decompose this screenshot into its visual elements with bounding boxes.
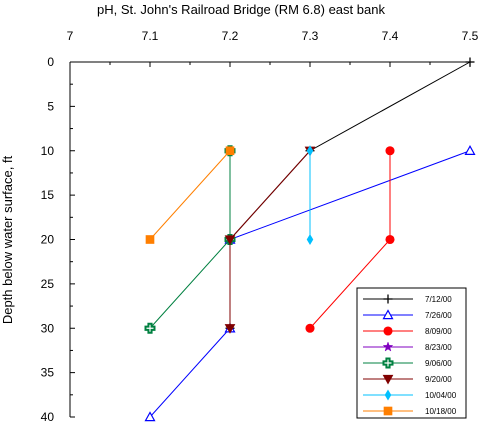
marker-cross [144,322,156,334]
marker-triangle [144,411,156,422]
y-tick-label: 5 [47,99,54,113]
y-tick-label: 20 [41,233,55,247]
x-tick-label: 7 [67,29,74,43]
legend-item: 9/06/00 [363,357,452,369]
marker-triangle [382,309,394,320]
y-tick-label: 40 [41,410,55,424]
legend-label: 9/06/00 [425,359,452,368]
series-line [149,150,231,240]
legend-item: 7/12/00 [363,294,452,304]
x-tick-label: 7.5 [462,29,479,43]
legend-item: 8/09/00 [363,326,452,336]
legend-item: 8/23/00 [363,341,452,352]
series-line [149,150,231,329]
marker-triangle-down [224,235,236,246]
y-tick-label: 25 [41,277,55,291]
marker-triangle-down [382,374,394,385]
series-2 [305,146,395,333]
legend: 7/12/00 7/26/00 8/09/00 8/23/00 9/06/00 9/20/… [356,287,467,419]
marker-diamond [384,389,392,401]
series-layer [144,57,476,422]
marker-square [145,235,155,244]
axes: 7 7.1 7.2 7.3 7.4 7.5 0 5 10 15 20 25 30 35 40 [41,29,479,424]
legend-label: 10/18/00 [425,407,457,416]
y-tick-label: 30 [41,321,55,335]
y-tick-label: 0 [47,55,54,69]
marker-circle [385,234,395,245]
x-tick-label: 7.4 [382,29,399,43]
marker-diamond [306,145,314,157]
chart-title: pH, St. John's Railroad Bridge (RM 6.8) … [97,2,385,17]
series-7 [145,146,235,244]
legend-label: 7/12/00 [425,295,452,304]
legend-label: 10/04/00 [425,391,457,400]
marker-circle [383,326,393,336]
legend-item: 7/26/00 [363,309,452,320]
marker-circle [305,323,315,333]
marker-diamond [306,234,314,245]
marker-star [382,341,394,352]
legend-label: 8/23/00 [425,343,452,352]
x-tick-label: 7.1 [142,29,159,43]
legend-item: 10/04/00 [363,389,457,401]
legend-label: 9/20/00 [425,375,452,384]
marker-triangle [464,145,476,155]
series-6 [306,145,314,245]
y-axis-label: Depth below water surface, ft [0,155,15,324]
marker-cross [382,357,394,369]
legend-label: 8/09/00 [425,327,452,336]
y-tick-label: 35 [41,366,55,380]
legend-item: 10/18/00 [363,406,457,416]
x-tick-label: 7.2 [222,29,239,43]
marker-triangle-down [224,324,236,334]
series-5 [224,146,316,334]
y-tick-label: 15 [41,188,55,202]
legend-box [356,287,467,419]
marker-circle [385,146,395,156]
x-tick-label: 7.3 [302,29,319,43]
series-line [229,150,311,329]
legend-item: 9/20/00 [363,374,452,385]
y-tick-label: 10 [41,144,55,158]
series-4 [144,145,236,334]
marker-square [383,406,393,416]
marker-square [225,146,235,156]
legend-label: 7/26/00 [425,311,452,320]
